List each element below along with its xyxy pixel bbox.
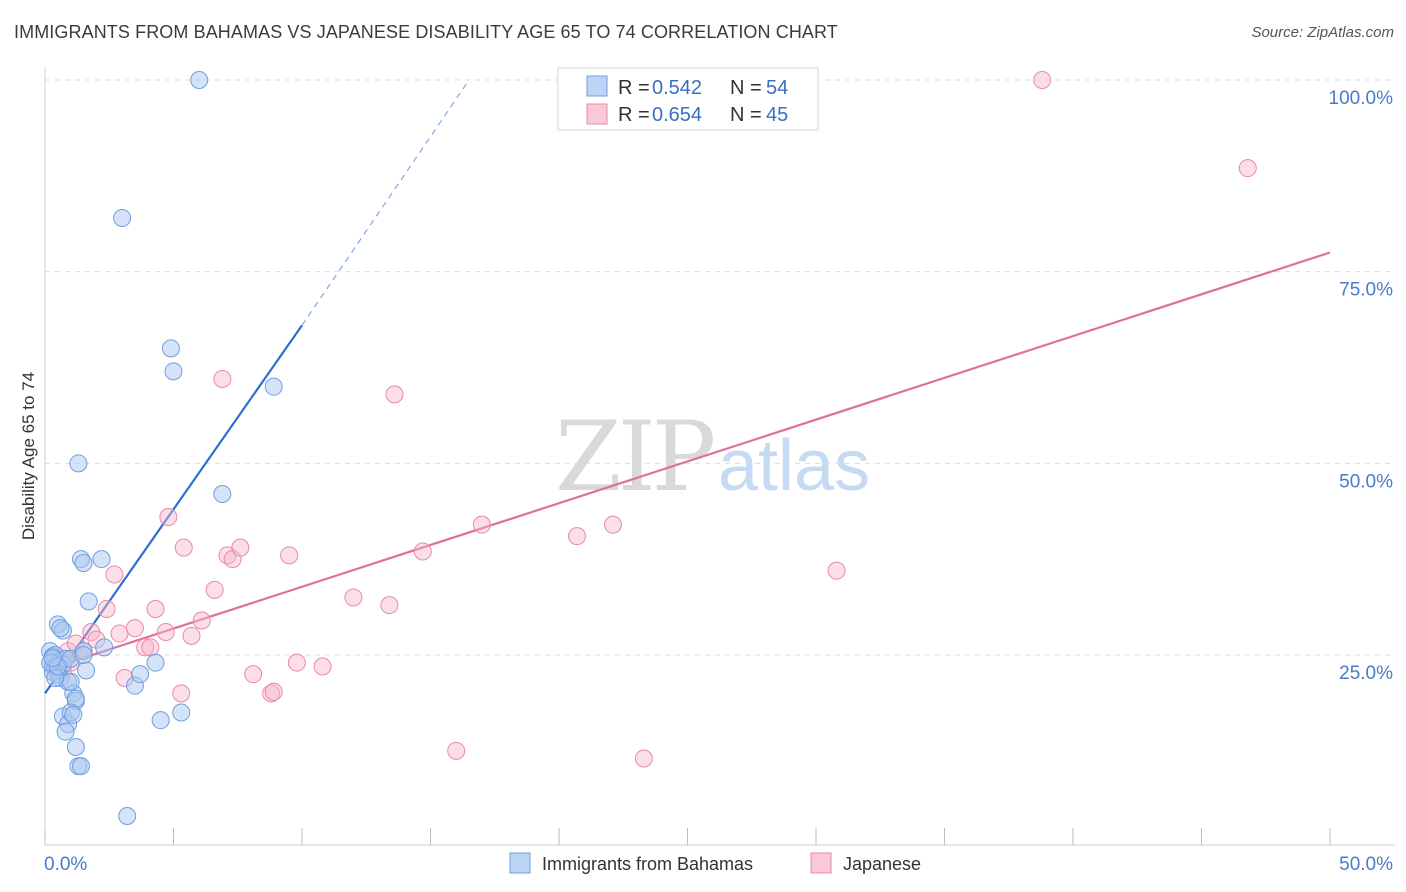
point-bahamas: [69, 454, 88, 473]
trend-lines: [44, 79, 1331, 694]
trend-line-bahamas: [44, 324, 303, 694]
legend-n-label: N =: [730, 104, 762, 126]
correlation-legend: R = 0.542 N = 54 R = 0.654 N = 45: [557, 67, 819, 131]
point-japanese: [182, 626, 201, 645]
axes: 0.0% 50.0%: [44, 67, 1395, 875]
point-japanese: [174, 538, 193, 557]
point-japanese: [567, 527, 586, 546]
point-bahamas: [146, 653, 165, 672]
legend-r-value: 0.654: [652, 104, 702, 126]
x-tick-label: 0.0%: [44, 854, 87, 875]
point-bahamas: [95, 638, 114, 657]
data-points: [41, 71, 1257, 825]
point-japanese: [192, 611, 211, 630]
point-japanese: [264, 682, 283, 701]
legend-n-label: N =: [730, 77, 762, 99]
point-japanese: [231, 538, 250, 557]
series-label-japanese: Japanese: [843, 854, 921, 874]
point-bahamas: [71, 757, 90, 776]
point-bahamas: [43, 649, 62, 668]
point-bahamas: [190, 71, 209, 89]
point-bahamas: [56, 722, 75, 741]
point-bahamas: [161, 339, 180, 358]
point-bahamas: [66, 738, 85, 756]
point-japanese: [136, 638, 155, 657]
point-bahamas: [264, 377, 283, 396]
trend-line-bahamas-extension: [301, 79, 470, 326]
point-bahamas: [77, 661, 96, 680]
point-japanese: [413, 542, 432, 561]
legend-n-value: 54: [766, 77, 788, 99]
point-japanese: [244, 665, 263, 684]
point-bahamas: [51, 619, 70, 638]
point-japanese: [172, 684, 191, 703]
point-bahamas: [79, 592, 98, 611]
trend-line-japanese: [44, 251, 1331, 672]
legend-n-value: 45: [766, 104, 788, 126]
point-japanese: [141, 638, 160, 657]
point-bahamas: [64, 705, 83, 724]
y-tick-label: 75.0%: [1339, 280, 1393, 301]
point-japanese: [156, 623, 175, 641]
point-japanese: [97, 600, 116, 618]
legend-swatch-blue: [586, 75, 608, 97]
point-japanese: [110, 624, 129, 643]
watermark-zip: ZIP: [555, 401, 714, 513]
point-japanese: [603, 515, 622, 534]
point-japanese: [1238, 159, 1257, 178]
point-bahamas: [118, 807, 137, 825]
point-japanese: [125, 619, 144, 638]
point-bahamas: [164, 362, 183, 381]
point-bahamas: [151, 711, 170, 730]
point-japanese: [287, 653, 306, 672]
point-japanese: [146, 600, 165, 618]
point-japanese: [344, 588, 363, 607]
point-bahamas: [74, 554, 93, 572]
point-japanese: [447, 741, 466, 760]
point-japanese: [380, 596, 399, 615]
point-japanese: [159, 508, 178, 526]
source-label: Source: ZipAtlas.com: [1251, 24, 1394, 41]
y-tick-label: 25.0%: [1339, 663, 1393, 684]
point-japanese: [385, 385, 404, 404]
chart-title: IMMIGRANTS FROM BAHAMAS VS JAPANESE DISA…: [14, 22, 838, 42]
point-bahamas: [131, 665, 150, 684]
point-japanese: [1033, 71, 1052, 89]
point-bahamas: [113, 209, 132, 227]
series-label-bahamas: Immigrants from Bahamas: [542, 854, 753, 874]
point-japanese: [280, 546, 299, 565]
legend-r-label: R =: [618, 104, 650, 126]
series-swatch-pink: [810, 852, 832, 874]
grid: 25.0% 50.0% 75.0% 100.0%: [45, 79, 1395, 684]
point-bahamas: [92, 550, 111, 569]
point-japanese: [313, 657, 332, 676]
y-tick-label: 50.0%: [1339, 471, 1393, 492]
point-japanese: [213, 370, 232, 388]
legend-r-value: 0.542: [652, 77, 702, 99]
y-axis-label: Disability Age 65 to 74: [19, 372, 38, 540]
x-tick-label: 50.0%: [1339, 854, 1393, 875]
point-japanese: [827, 561, 846, 580]
point-japanese: [105, 565, 124, 584]
point-bahamas: [172, 703, 191, 722]
point-japanese: [205, 580, 224, 599]
point-bahamas: [213, 485, 232, 503]
y-tick-label: 100.0%: [1329, 88, 1394, 109]
point-bahamas: [74, 646, 93, 664]
point-bahamas: [61, 672, 80, 691]
point-japanese: [634, 749, 653, 768]
legend-r-label: R =: [618, 77, 650, 99]
series-legend: Immigrants from Bahamas Japanese: [509, 852, 921, 874]
point-japanese: [472, 515, 491, 534]
watermark-atlas: atlas: [718, 426, 870, 506]
series-swatch-blue: [509, 852, 531, 874]
legend-swatch-pink: [586, 103, 608, 125]
